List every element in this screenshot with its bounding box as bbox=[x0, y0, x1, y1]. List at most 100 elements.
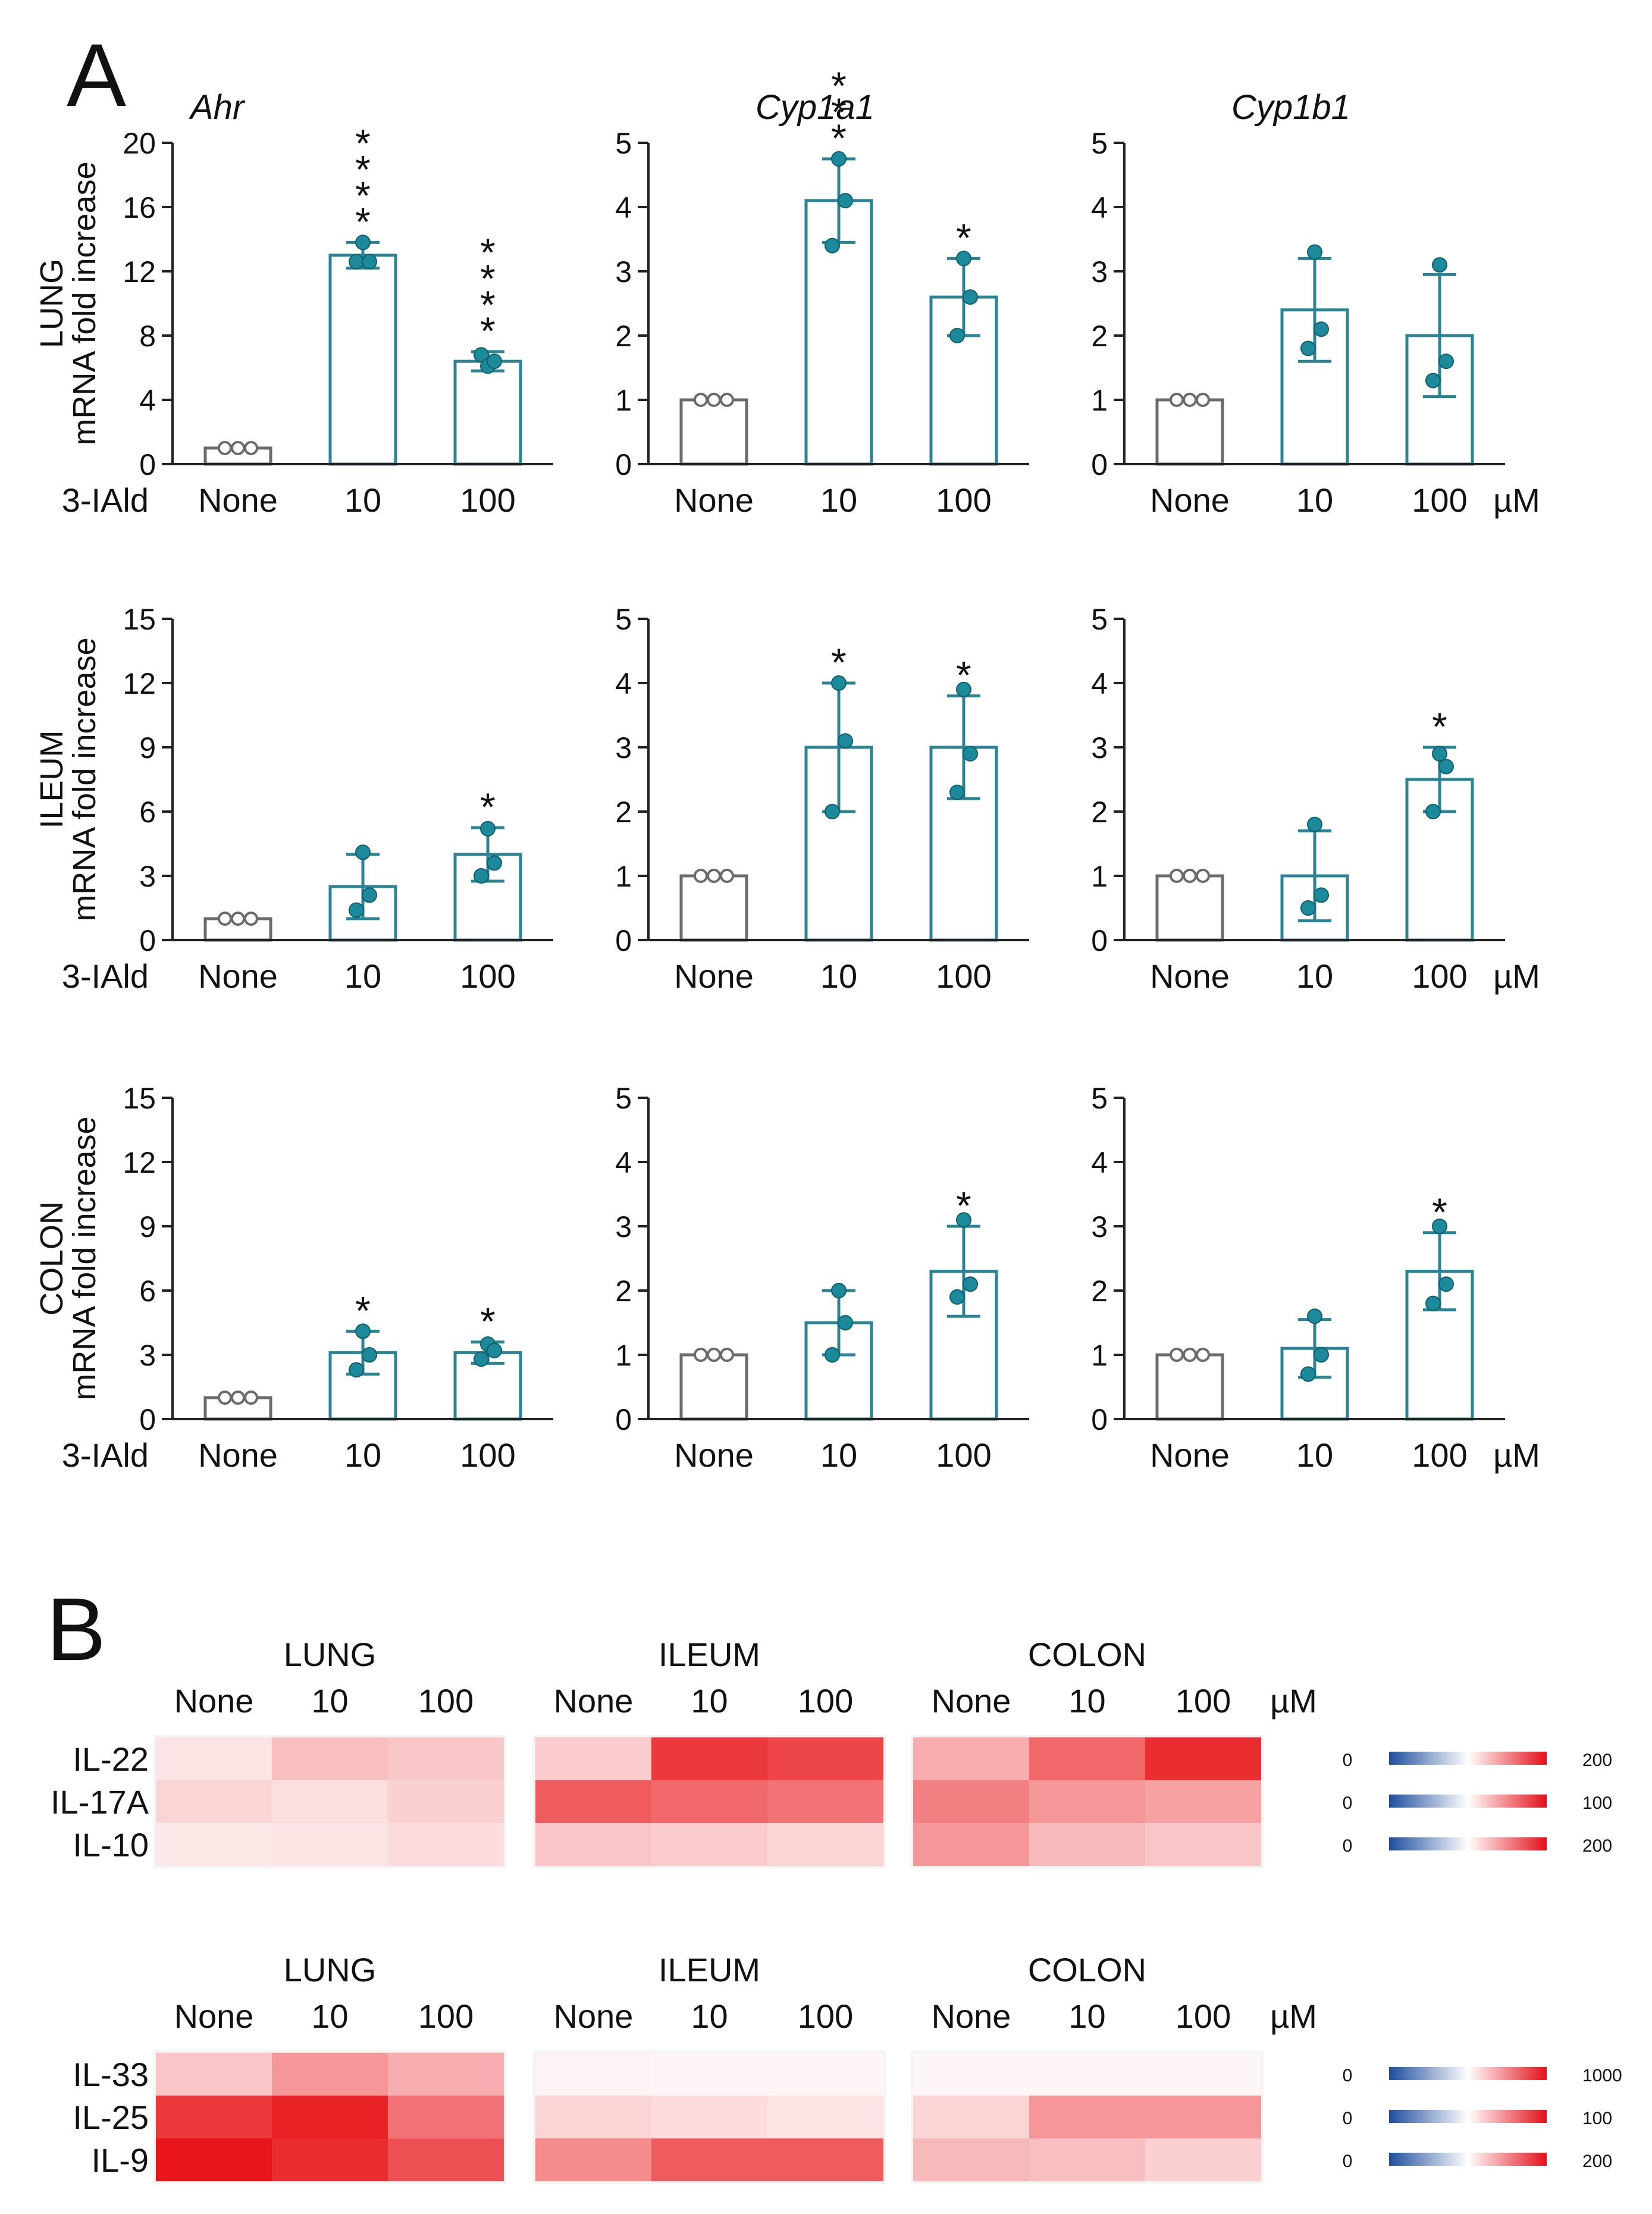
heatmap-heatmap-bottom: LUNG None 10 100 ILEUM None 10 100 COLON None 10 10… bbox=[73, 1951, 1622, 2184]
data-point bbox=[825, 1347, 840, 1363]
y-tick-label: 4 bbox=[615, 667, 632, 700]
x-tick-label: 100 bbox=[460, 1436, 515, 1474]
heatmap-cell bbox=[767, 1823, 883, 1866]
data-point bbox=[720, 393, 734, 407]
data-point bbox=[1314, 1347, 1329, 1363]
heatmap-cell bbox=[651, 1823, 767, 1866]
heatmap-cell bbox=[388, 1780, 504, 1823]
y-tick-label: 2 bbox=[615, 796, 632, 829]
significance-star: * bbox=[480, 1299, 496, 1343]
significance-star: * bbox=[355, 173, 371, 217]
data-point bbox=[1307, 244, 1322, 260]
heatmap-cell bbox=[913, 2053, 1029, 2096]
y-axis-label-measure: mRNA fold increase bbox=[67, 161, 102, 445]
heatmap-cell bbox=[651, 2053, 767, 2096]
x-tick-label: 10 bbox=[820, 1436, 857, 1474]
data-point bbox=[1183, 869, 1197, 883]
y-tick-label: 3 bbox=[615, 731, 632, 765]
heatmap-group-title: ILEUM bbox=[659, 1951, 760, 1988]
heatmap-cell bbox=[913, 1780, 1029, 1823]
heatmap-cell bbox=[388, 2053, 504, 2096]
y-tick-label: 6 bbox=[139, 1274, 156, 1308]
x-tick-label: 10 bbox=[820, 481, 857, 519]
heatmap-cell bbox=[913, 2138, 1029, 2181]
y-tick-label: 5 bbox=[615, 1082, 632, 1115]
data-point bbox=[707, 393, 721, 407]
y-tick-label: 2 bbox=[1091, 796, 1108, 829]
data-point bbox=[1183, 1348, 1197, 1362]
heatmap-cell bbox=[651, 1737, 767, 1780]
data-point bbox=[1425, 1295, 1441, 1311]
bar-None bbox=[679, 874, 748, 942]
y-tick-label: 4 bbox=[1091, 1146, 1108, 1179]
heatmap-cell bbox=[535, 2053, 651, 2096]
y-tick-label: 12 bbox=[123, 1146, 156, 1179]
heatmap-unit-label: µM bbox=[1270, 1997, 1317, 2035]
heatmap-cell bbox=[535, 1823, 651, 1866]
data-point bbox=[474, 868, 489, 884]
data-point bbox=[963, 746, 978, 762]
treatment-label: 3-IAld bbox=[62, 1436, 149, 1474]
data-point bbox=[355, 234, 371, 250]
data-point bbox=[694, 869, 708, 883]
panel-a-label: A bbox=[67, 25, 126, 125]
heatmap-group-title: LUNG bbox=[284, 1636, 377, 1673]
significance-star: * bbox=[831, 90, 847, 134]
data-point bbox=[1170, 869, 1184, 883]
data-point bbox=[362, 1347, 377, 1363]
x-tick-label: 10 bbox=[1296, 481, 1333, 519]
scale-max-label: 100 bbox=[1582, 2109, 1612, 2128]
significance-star: * bbox=[1432, 1190, 1447, 1234]
data-point bbox=[831, 151, 847, 167]
data-point bbox=[1300, 900, 1316, 916]
y-tick-label: 0 bbox=[139, 1403, 156, 1436]
color-scale-bar bbox=[1389, 1795, 1547, 1808]
scale-max-label: 200 bbox=[1582, 1750, 1612, 1770]
y-tick-label: 5 bbox=[615, 603, 632, 636]
data-point bbox=[1314, 321, 1329, 337]
y-tick-label: 3 bbox=[1091, 255, 1108, 289]
y-tick-label: 3 bbox=[139, 1339, 156, 1372]
data-point bbox=[487, 855, 502, 871]
data-point bbox=[949, 1289, 965, 1305]
data-point bbox=[1183, 393, 1197, 407]
heatmap-cell bbox=[651, 2096, 767, 2138]
y-tick-label: 1 bbox=[1091, 860, 1108, 893]
data-point bbox=[1307, 816, 1322, 832]
y-tick-label: 5 bbox=[1091, 1082, 1108, 1115]
data-point bbox=[1196, 1348, 1210, 1362]
heatmap-cell bbox=[272, 2053, 388, 2096]
significance-star: * bbox=[355, 1288, 371, 1332]
x-tick-label: 10 bbox=[344, 957, 381, 995]
heatmap-cell bbox=[913, 1823, 1029, 1866]
heatmap-cell bbox=[272, 1823, 388, 1866]
heatmap-cell bbox=[156, 1780, 272, 1823]
y-tick-label: 12 bbox=[123, 255, 156, 289]
x-tick-label: None bbox=[1150, 1436, 1230, 1474]
heatmap-cell bbox=[767, 2096, 883, 2138]
y-tick-label: 15 bbox=[123, 603, 156, 636]
significance-star: * bbox=[480, 309, 496, 353]
y-tick-label: 0 bbox=[1091, 1403, 1108, 1436]
data-point bbox=[1438, 759, 1454, 775]
heatmap-cell bbox=[535, 1737, 651, 1780]
color-scale-bar bbox=[1389, 2153, 1547, 2166]
heatmap-cell bbox=[156, 2053, 272, 2096]
x-tick-label: None bbox=[674, 481, 754, 519]
heatmap-cell bbox=[767, 1737, 883, 1780]
bar-chart-colon-cyp1b1: 0 1 2 3 4 5 None 10 * 100 µM bbox=[1091, 1082, 1540, 1474]
x-tick-label: 10 bbox=[344, 1436, 381, 1474]
data-point bbox=[825, 804, 840, 819]
data-point bbox=[349, 1362, 364, 1378]
data-point bbox=[720, 869, 734, 883]
y-axis-label-measure: mRNA fold increase bbox=[67, 1116, 102, 1400]
data-point bbox=[956, 250, 971, 267]
heatmap-row-label: IL-33 bbox=[73, 2056, 149, 2093]
significance-star: * bbox=[480, 230, 496, 274]
treatment-label: 3-IAld bbox=[62, 957, 149, 995]
data-point bbox=[838, 1315, 853, 1330]
y-tick-label: 0 bbox=[139, 448, 156, 481]
heatmap-cell bbox=[651, 2138, 767, 2181]
